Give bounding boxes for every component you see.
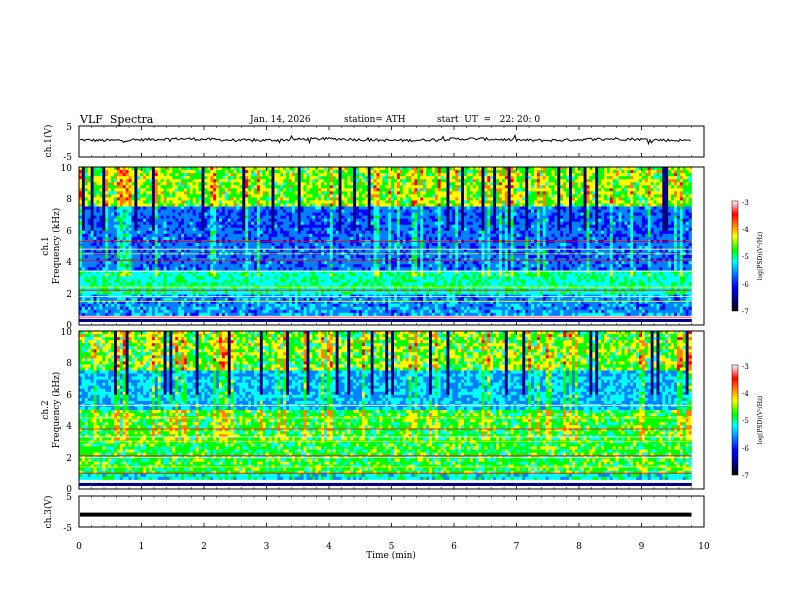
ch1-spectrogram-image — [79, 167, 692, 326]
x-tick-label-2: 2 — [201, 542, 207, 552]
ch1-ytick-5: 5 — [66, 123, 72, 133]
ch3-ytick-5: 5 — [66, 493, 72, 503]
ch2-frequency-ylabel: Frequency (kHz) — [51, 372, 62, 449]
ch2-spectrogram-panel: 10 8 6 4 2 0 ch.2 Frequency (kHz) -3 -4 … — [41, 328, 764, 495]
ch2-ytick-10: 10 — [61, 328, 73, 338]
x-tick-label-1: 1 — [139, 542, 145, 552]
cb2-tick-neg3: -3 — [742, 363, 749, 371]
figure-title: VLF Spectra — [80, 113, 153, 126]
ch2-spectrogram-image — [79, 331, 692, 490]
cb1-tick-neg3: -3 — [742, 199, 749, 207]
ch2-channel-label: ch.2 — [41, 400, 51, 419]
ch3-waveform-panel: 5 -5 ch.3(V) — [43, 493, 705, 534]
cb1-tick-neg6: -6 — [742, 281, 749, 289]
ch2-ytick-8: 8 — [66, 359, 72, 369]
ch1-spectrogram-panel: 10 8 6 4 2 0 ch.1 Frequency (kHz) -3 -4 … — [41, 164, 764, 331]
ch1-ytick-10: 10 — [61, 164, 73, 174]
ch1-waveform-frame — [78, 125, 705, 158]
x-axis: 0 1 2 3 4 5 6 7 8 9 10 — [76, 126, 710, 552]
x-tick-label-3: 3 — [264, 542, 270, 552]
ch1-ytick-4: 4 — [66, 258, 72, 268]
start-time-label: start UT = 22: 20: 0 — [437, 115, 540, 125]
ch1-colorbar-label: log(PSD)(V²/Hz) — [757, 232, 764, 281]
x-tick-label-8: 8 — [576, 542, 582, 552]
ch1-waveform-ylabel: ch.1(V) — [43, 125, 54, 158]
x-tick-label-10: 10 — [698, 542, 710, 552]
x-tick-label-4: 4 — [326, 542, 332, 552]
x-tick-label-9: 9 — [639, 542, 645, 552]
ch3-waveform-ylabel: ch.3(V) — [43, 496, 54, 529]
x-tick-label-5: 5 — [389, 542, 395, 552]
ch1-waveform-trace — [79, 133, 691, 146]
cb1-tick-neg4: -4 — [742, 226, 749, 234]
ch1-colorbar — [731, 200, 739, 312]
x-tick-label-6: 6 — [451, 542, 457, 552]
ch1-frequency-ylabel: Frequency (kHz) — [51, 208, 62, 285]
cb2-tick-neg5: -5 — [742, 417, 749, 425]
ch2-ytick-0: 0 — [66, 485, 72, 495]
ch1-ytick-2: 2 — [66, 290, 72, 300]
ch2-ytick-2: 2 — [66, 454, 72, 464]
ch3-ytick-neg5: -5 — [63, 524, 72, 534]
cb1-tick-neg7: -7 — [742, 308, 749, 316]
ch1-ytick-8: 8 — [66, 195, 72, 205]
ch3-waveform-frame — [78, 495, 705, 528]
ch2-colorbar-label: log(PSD)(V²/Hz) — [757, 396, 764, 445]
cb2-tick-neg4: -4 — [742, 390, 749, 398]
ch1-ytick-neg5: -5 — [63, 153, 72, 163]
ch1-ytick-6: 6 — [66, 227, 72, 237]
station-label: station= ATH — [344, 115, 406, 125]
x-tick-label-0: 0 — [76, 542, 82, 552]
x-tick-label-7: 7 — [514, 542, 520, 552]
cb2-tick-neg6: -6 — [742, 445, 749, 453]
cb2-tick-neg7: -7 — [742, 472, 749, 480]
ch1-ytick-0: 0 — [66, 321, 72, 331]
ch2-ytick-6: 6 — [66, 391, 72, 401]
cb1-tick-neg5: -5 — [742, 253, 749, 261]
x-axis-label: Time (min) — [366, 550, 416, 561]
ch1-waveform-panel: 5 -5 ch.1(V) — [43, 123, 705, 163]
ch2-ytick-4: 4 — [66, 422, 72, 432]
ch1-channel-label: ch.1 — [41, 236, 51, 255]
ch2-colorbar — [731, 364, 739, 476]
date-label: Jan. 14, 2026 — [250, 115, 311, 125]
